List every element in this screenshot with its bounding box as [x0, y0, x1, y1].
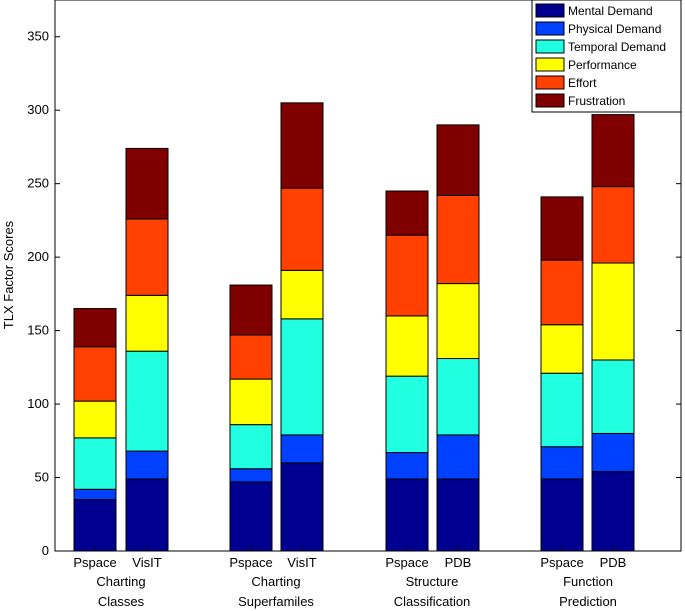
- bar-segment-frustration-2: [125, 147, 169, 220]
- bar-segment-physical-demand-6: [436, 434, 480, 480]
- bar-segment-effort-4: [280, 187, 324, 271]
- bar-segment-mental-demand-8: [591, 471, 635, 552]
- bar-segment-mental-demand-5: [385, 478, 429, 552]
- x-tick-label: VisIT: [287, 555, 316, 570]
- bar-segment-temporal-demand-5: [385, 375, 429, 454]
- bar-segment-physical-demand-7: [540, 446, 584, 480]
- legend-label-performance: Performance: [568, 58, 637, 72]
- group-label-line2: Superfamiles: [238, 594, 314, 609]
- bar-segment-mental-demand-7: [540, 478, 584, 552]
- bar-segment-performance-4: [280, 269, 324, 320]
- bar-segment-performance-8: [591, 262, 635, 361]
- bar-segment-frustration-1: [73, 308, 117, 348]
- x-tick-label: Pspace: [385, 555, 428, 570]
- legend-label-effort: Effort: [568, 76, 597, 90]
- bar-segment-frustration-4: [280, 102, 324, 189]
- bar-segment-mental-demand-1: [73, 499, 117, 552]
- group-label-line2: Prediction: [559, 594, 617, 609]
- bar-segment-frustration-7: [540, 196, 584, 261]
- bar-segment-mental-demand-6: [436, 478, 480, 552]
- x-tick-label: Pspace: [73, 555, 116, 570]
- y-tick-label: 200: [27, 249, 49, 264]
- group-label-line1: Charting: [96, 574, 145, 589]
- bar-segment-temporal-demand-8: [591, 359, 635, 434]
- bar-segment-physical-demand-1: [73, 488, 117, 501]
- legend-swatch-effort: [535, 75, 565, 90]
- bar-segment-performance-3: [229, 378, 273, 426]
- bar-segment-mental-demand-4: [280, 462, 324, 552]
- legend-label-mental-demand: Mental Demand: [568, 4, 653, 18]
- group-label-line1: Function: [563, 574, 613, 589]
- legend-label-physical-demand: Physical Demand: [568, 22, 661, 36]
- bar-segment-effort-2: [125, 218, 169, 296]
- bar-segment-physical-demand-2: [125, 450, 169, 480]
- bar-segment-performance-5: [385, 315, 429, 377]
- axes-layer: 0 50 100 150 200 250 300 350 Pspace VisIT Pspace Vi…: [27, 29, 681, 609]
- bar-segment-frustration-5: [385, 190, 429, 236]
- y-tick-label: 150: [27, 323, 49, 338]
- x-tick-label: VisIT: [132, 555, 161, 570]
- legend-box: [531, 0, 682, 113]
- bar-segment-physical-demand-3: [229, 468, 273, 483]
- x-tick-label: Pspace: [540, 555, 583, 570]
- y-tick-label: 100: [27, 396, 49, 411]
- y-tick-label: 250: [27, 176, 49, 191]
- y-tick-label: 50: [35, 470, 49, 485]
- bar-segment-effort-7: [540, 259, 584, 326]
- bar-segment-physical-demand-8: [591, 432, 635, 473]
- group-label-line1: Structure: [406, 574, 459, 589]
- group-label-line1: Charting: [251, 574, 300, 589]
- legend-swatch-performance: [535, 57, 565, 72]
- bar-segment-physical-demand-4: [280, 434, 324, 464]
- bar-segment-effort-3: [229, 334, 273, 380]
- y-tick-label: 350: [27, 29, 49, 44]
- plot-frame: [54, 0, 682, 552]
- group-label-line2: Classes: [98, 594, 145, 609]
- legend-swatch-mental-demand: [535, 3, 565, 18]
- legend: Mental Demand Physical Demand Temporal Dem…: [531, 0, 682, 113]
- bar-segment-temporal-demand-7: [540, 372, 584, 448]
- legend-swatch-physical-demand: [535, 21, 565, 36]
- bar-segment-mental-demand-2: [125, 478, 169, 552]
- bar-segment-effort-8: [591, 186, 635, 264]
- bar-segment-effort-5: [385, 234, 429, 317]
- y-tick-label: 300: [27, 102, 49, 117]
- bar-segment-performance-2: [125, 294, 169, 352]
- bar-segment-physical-demand-5: [385, 452, 429, 480]
- bar-segment-temporal-demand-3: [229, 424, 273, 470]
- bar-segment-effort-1: [73, 346, 117, 402]
- legend-label-temporal-demand: Temporal Demand: [568, 40, 666, 54]
- legend-label-frustration: Frustration: [568, 94, 625, 108]
- bar-segment-temporal-demand-1: [73, 437, 117, 490]
- y-axis-label: TLX Factor Scores: [1, 220, 16, 329]
- bars-layer: [73, 102, 635, 552]
- x-tick-label: PDB: [600, 555, 627, 570]
- x-tick-label: PDB: [445, 555, 472, 570]
- x-tick-label: Pspace: [229, 555, 272, 570]
- bar-segment-mental-demand-3: [229, 481, 273, 552]
- bar-segment-frustration-3: [229, 284, 273, 336]
- legend-swatch-frustration: [535, 93, 565, 108]
- bar-segment-frustration-8: [591, 114, 635, 188]
- bar-segment-performance-7: [540, 324, 584, 374]
- legend-swatch-temporal-demand: [535, 39, 565, 54]
- bar-segment-frustration-6: [436, 124, 480, 196]
- bar-segment-performance-6: [436, 283, 480, 360]
- group-label-line2: Classification: [394, 594, 471, 609]
- y-tick-label: 0: [42, 543, 49, 558]
- bar-segment-effort-6: [436, 194, 480, 285]
- bar-segment-temporal-demand-6: [436, 358, 480, 436]
- bar-segment-temporal-demand-4: [280, 318, 324, 436]
- bar-segment-temporal-demand-2: [125, 350, 169, 452]
- bar-segment-performance-1: [73, 400, 117, 439]
